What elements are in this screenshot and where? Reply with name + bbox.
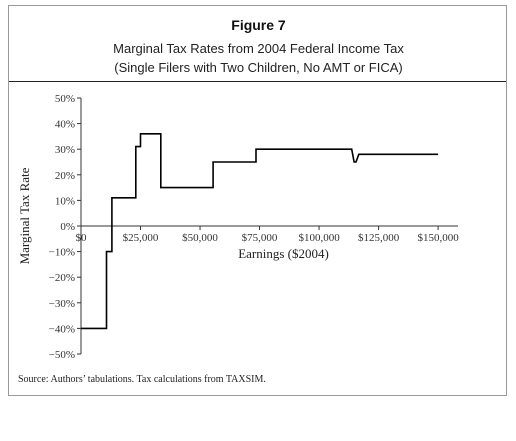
y-tick-label: 40% [55,119,75,131]
x-tick-label: $100,000 [298,232,340,244]
chart-subtitle: (Single Filers with Two Children, No AMT… [114,60,403,75]
source-note: Source: Authors’ tabulations. Tax calcul… [18,374,266,385]
x-tick-label: $25,000 [123,232,159,244]
y-tick-label: 20% [55,170,75,182]
title-divider [9,81,506,82]
y-tick-label: −30% [49,298,75,310]
x-tick-label: $75,000 [242,232,278,244]
x-tick-label: $0 [76,232,88,244]
figure-label: Figure 7 [231,17,286,33]
x-axis-title: Earnings ($2004) [238,246,329,261]
x-axis: $0 $25,000 $50,000 $75,000 $100,000 $125,000 $… [76,225,459,244]
series-line [81,133,439,330]
y-tick-label: 0% [60,221,75,233]
y-axis-title: Marginal Tax Rate [17,167,32,264]
chart-plot-area: −50% −40% −30% −20% −10% 0% 10% 20% 30% 40% 50% $0… [17,93,459,361]
y-tick-label: −50% [49,349,75,361]
y-tick-label: 30% [55,144,75,156]
y-tick-label: −10% [49,247,75,259]
chart-title: Marginal Tax Rates from 2004 Federal Inc… [113,41,404,56]
x-tick-label: $125,000 [358,232,400,244]
figure-frame: Figure 7 Marginal Tax Rates from 2004 Fe… [8,5,507,396]
y-tick-label: −40% [49,323,75,335]
x-tick-label: $50,000 [182,232,218,244]
series-layer [81,133,439,330]
y-tick-label: 50% [55,93,75,105]
x-tick-label: $150,000 [417,232,459,244]
y-tick-label: −20% [49,272,75,284]
y-tick-label: 10% [55,195,75,207]
y-axis: −50% −40% −30% −20% −10% 0% 10% 20% 30% 40% 50% [49,93,82,361]
